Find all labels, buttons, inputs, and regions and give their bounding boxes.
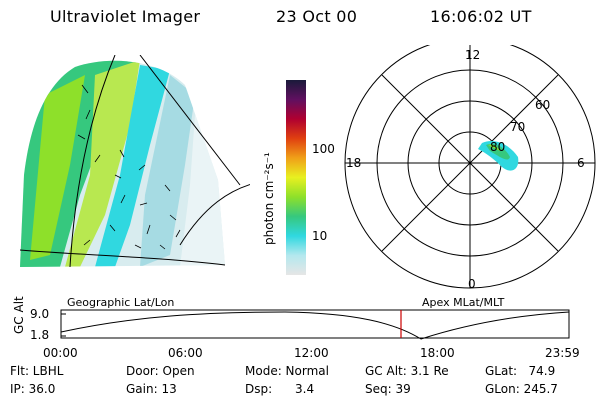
xtick-00: 00:00 [43,346,78,360]
lat-label-60: 60 [535,98,551,112]
polar-plot [344,45,596,289]
footer-door: Door: Open [126,364,195,378]
geographic-caption: Geographic Lat/Lon [67,296,175,309]
mlt-label-18: 18 [346,156,362,170]
footer-gc-alt: GC Alt: 3.1 Re [365,364,449,378]
footer-ip: IP: 36.0 [10,382,56,396]
altitude-plot [60,309,570,340]
colorbar-unit-label: photon cm⁻²s⁻¹ [262,152,276,245]
mlt-label-6: 6 [577,156,585,170]
xtick-06: 06:00 [168,346,203,360]
xtick-18: 18:00 [420,346,455,360]
geographic-image [20,55,250,268]
mlt-label-12: 12 [465,48,481,62]
date-label: 23 Oct 00 [276,7,358,26]
footer-glon: GLon: 245.7 [485,382,558,396]
apex-caption: Apex MLat/MLT [422,296,505,309]
footer-gain: Gain: 13 [126,382,177,396]
xtick-2359: 23:59 [545,346,580,360]
colorbar [286,80,306,275]
footer-glat: GLat: 74.9 [485,364,556,378]
lat-label-70: 70 [510,120,526,134]
time-label: 16:06:02 UT [430,7,532,26]
footer-flt: Flt: LBHL [10,364,64,378]
footer-seq: Seq: 39 [365,382,411,396]
mlt-label-0: 0 [468,277,476,291]
colorbar-tick-10: 10 [312,229,328,243]
lat-label-80: 80 [490,140,506,154]
footer-mode: Mode: Normal [245,364,329,378]
altitude-ylabel: GC Alt [12,296,26,334]
altitude-ytick-1-8: 1.8 [30,328,50,342]
colorbar-tick-100: 100 [312,142,335,156]
instrument-title: Ultraviolet Imager [50,7,201,26]
colorbar-gradient [286,80,306,275]
altitude-ytick-9: 9.0 [30,307,50,321]
xtick-12: 12:00 [294,346,329,360]
footer-dsp: Dsp: 3.4 [245,382,315,396]
